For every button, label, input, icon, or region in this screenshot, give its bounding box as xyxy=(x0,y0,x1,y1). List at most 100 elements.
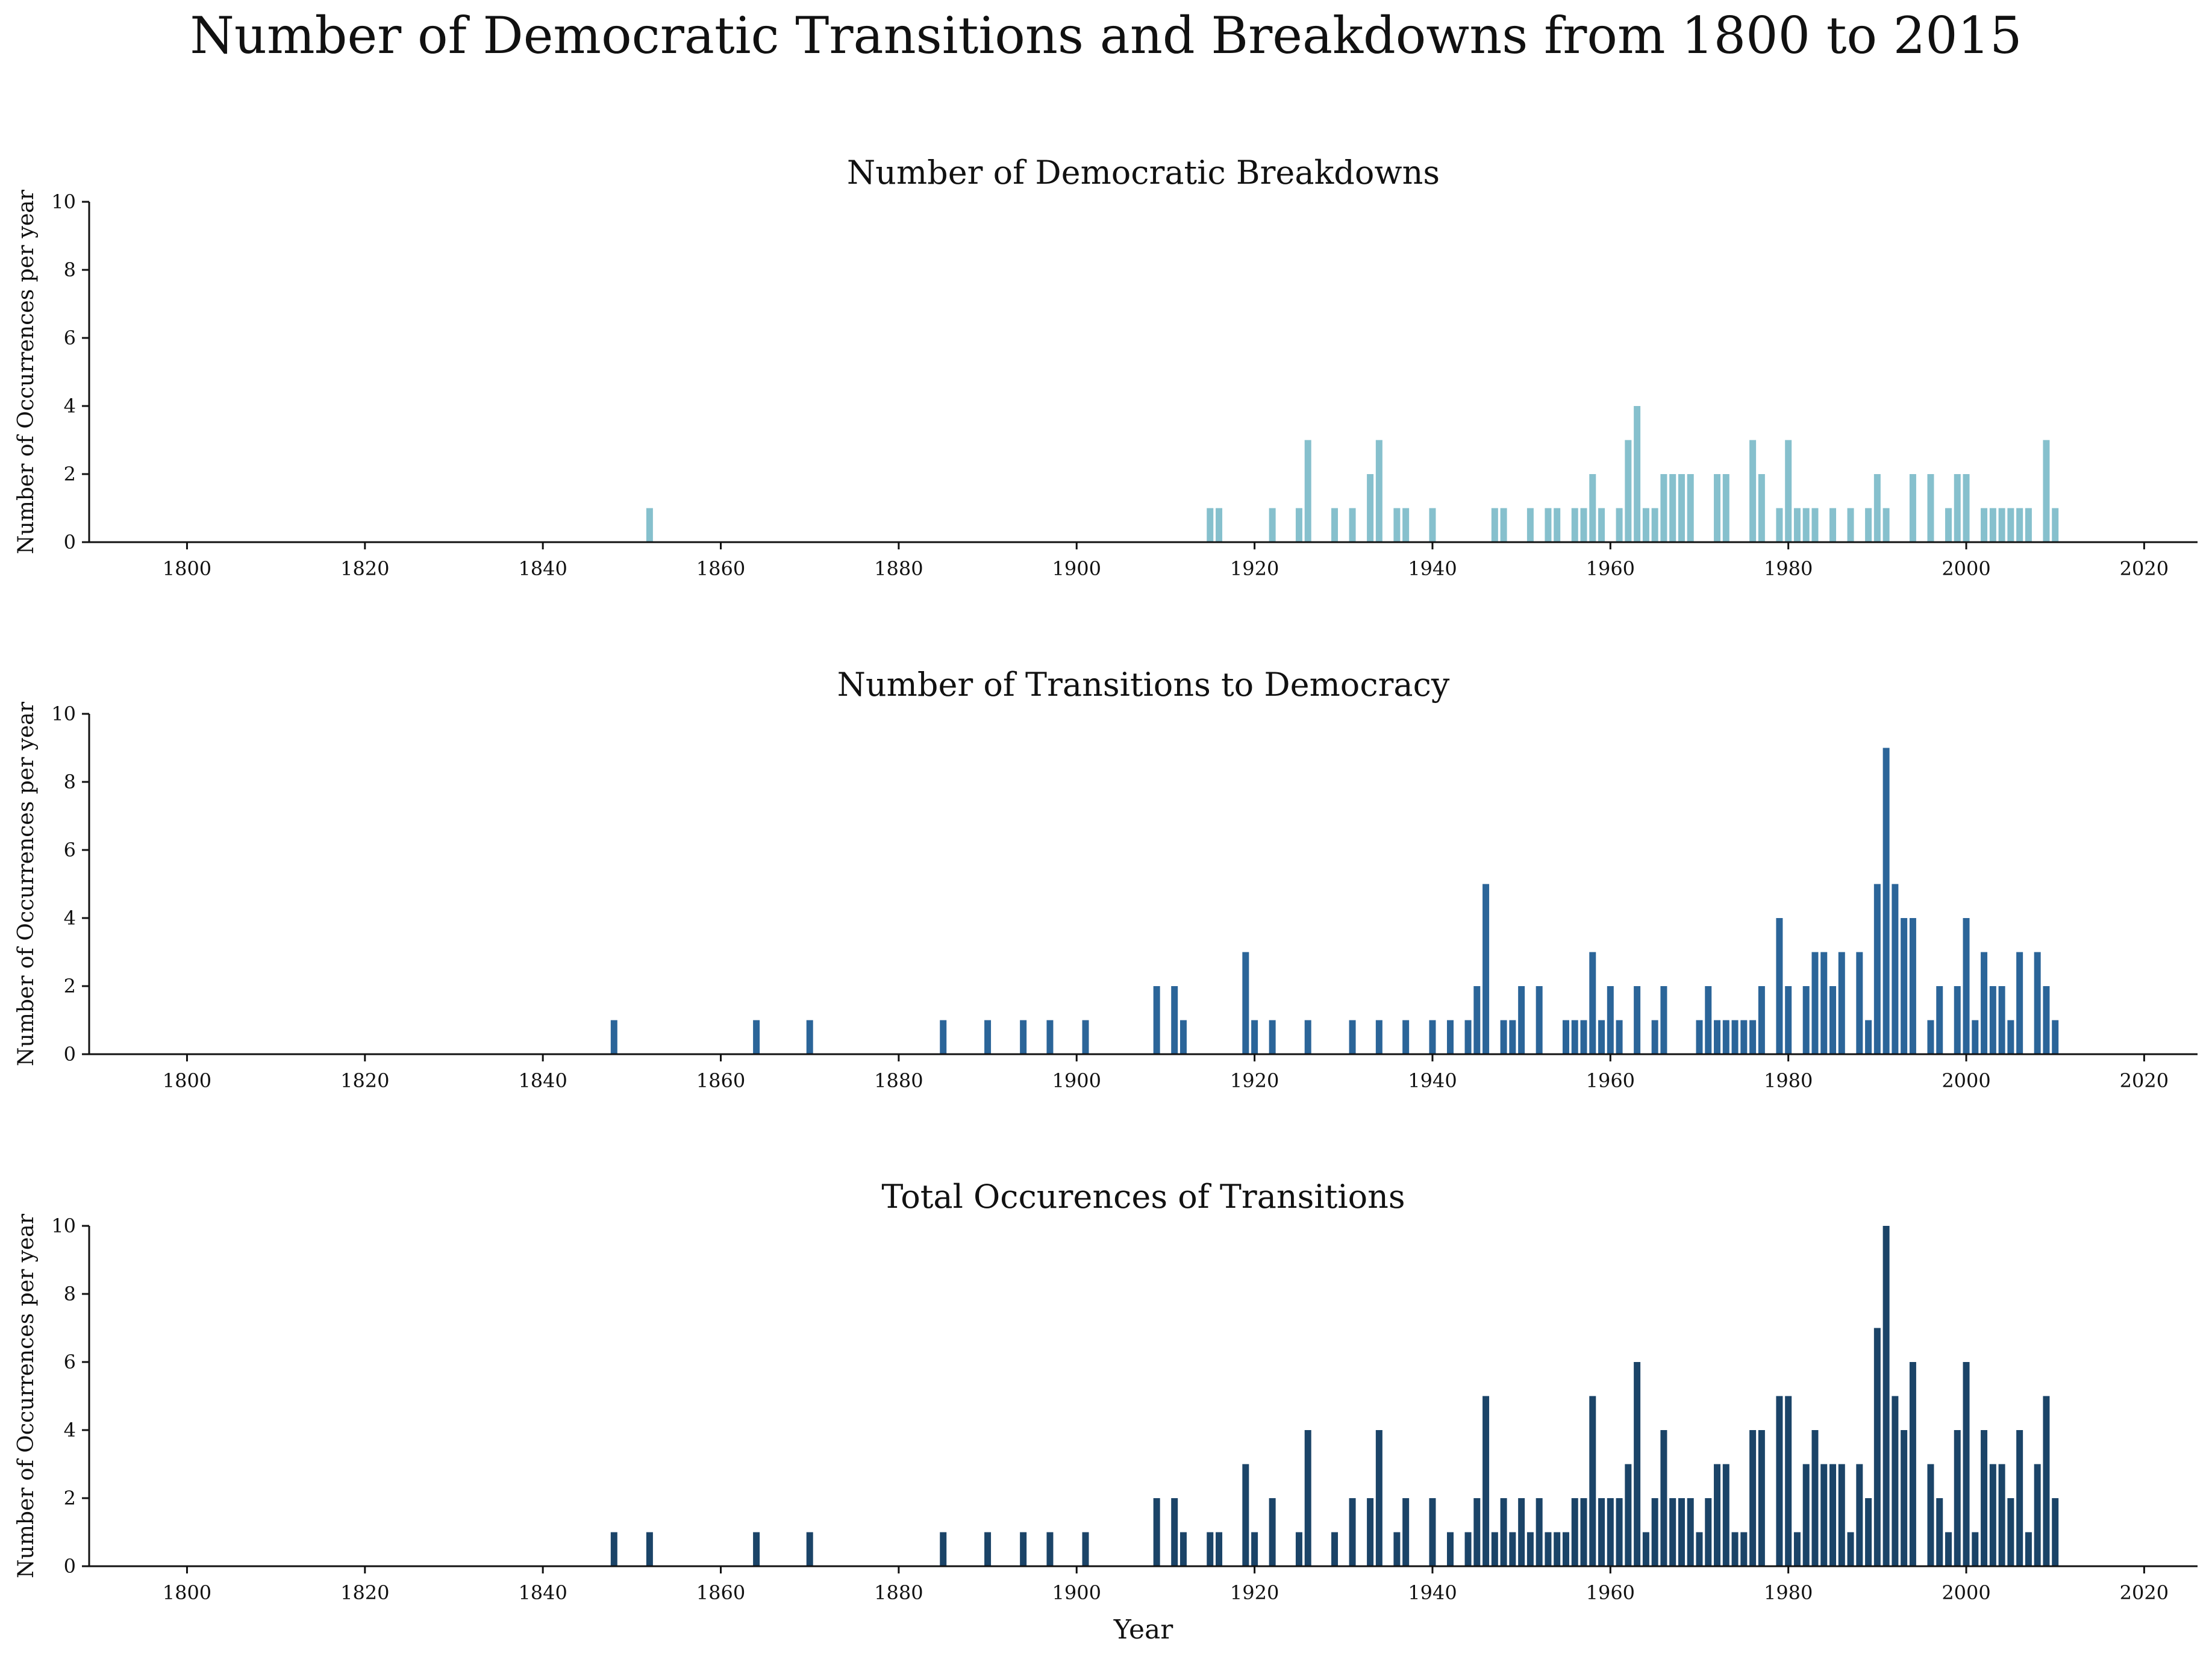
x-tick-label: 1900 xyxy=(1052,1069,1101,1092)
bar-1970 xyxy=(1696,1020,1703,1054)
x-tick-label: 2000 xyxy=(1942,1581,1990,1604)
bar-1953 xyxy=(1545,1532,1552,1566)
bar-1951 xyxy=(1526,1532,1534,1566)
bar-1967 xyxy=(1669,474,1676,542)
panel-title: Number of Democratic Breakdowns xyxy=(847,154,1440,192)
bar-1958 xyxy=(1589,474,1596,542)
bar-1948 xyxy=(1500,508,1507,542)
bar-2007 xyxy=(2025,1532,2032,1566)
bar-1991 xyxy=(1882,508,1890,542)
bar-1944 xyxy=(1464,1020,1472,1054)
x-axis-label: Year xyxy=(1113,1614,1173,1645)
bar-1987 xyxy=(1847,508,1854,542)
bar-1958 xyxy=(1589,1396,1596,1566)
bar-1968 xyxy=(1678,474,1685,542)
bar-1965 xyxy=(1651,508,1658,542)
bar-1965 xyxy=(1651,1020,1658,1054)
x-tick-label: 1980 xyxy=(1764,1581,1813,1604)
bar-1999 xyxy=(1954,1430,1961,1566)
bar-1957 xyxy=(1580,1498,1587,1566)
bar-1985 xyxy=(1829,1464,1837,1566)
bar-1956 xyxy=(1571,1498,1578,1566)
bar-1915 xyxy=(1207,508,1214,542)
bar-1992 xyxy=(1892,1396,1899,1566)
x-tick-label: 1980 xyxy=(1764,557,1813,580)
bar-1870 xyxy=(806,1020,813,1054)
bar-2010 xyxy=(2052,1498,2059,1566)
bar-2010 xyxy=(2052,1020,2059,1054)
x-tick-label: 1920 xyxy=(1230,1069,1279,1092)
bar-1909 xyxy=(1153,986,1160,1054)
bar-1919 xyxy=(1242,952,1249,1054)
bar-2004 xyxy=(1998,1464,2005,1566)
bar-1919 xyxy=(1242,1464,1249,1566)
bar-1942 xyxy=(1446,1532,1454,1566)
bar-2006 xyxy=(2016,1430,2023,1566)
bar-1958 xyxy=(1589,952,1596,1054)
bar-1996 xyxy=(1927,1020,1934,1054)
bar-1911 xyxy=(1171,986,1178,1054)
bar-1946 xyxy=(1482,1396,1490,1566)
y-tick-label: 0 xyxy=(64,1043,76,1066)
bar-2002 xyxy=(1981,508,1988,542)
bar-1988 xyxy=(1856,1464,1863,1566)
bar-1940 xyxy=(1429,1020,1436,1054)
bar-1986 xyxy=(1838,952,1845,1054)
bar-2009 xyxy=(2043,1396,2050,1566)
bar-1980 xyxy=(1785,986,1792,1054)
bar-1991 xyxy=(1882,1226,1890,1566)
bar-1890 xyxy=(984,1020,992,1054)
x-tick-label: 1920 xyxy=(1230,1581,1279,1604)
bar-1937 xyxy=(1402,508,1410,542)
bar-1977 xyxy=(1758,474,1765,542)
x-tick-label: 2000 xyxy=(1942,557,1990,580)
bar-1933 xyxy=(1367,1498,1374,1566)
bar-1897 xyxy=(1046,1020,1054,1054)
y-tick-label: 6 xyxy=(64,839,76,861)
bar-1959 xyxy=(1598,508,1605,542)
x-tick-label: 1980 xyxy=(1764,1069,1813,1092)
figure-title: Number of Democratic Transitions and Bre… xyxy=(190,6,2022,65)
bar-1964 xyxy=(1642,508,1649,542)
bar-1990 xyxy=(1873,884,1881,1054)
bar-1944 xyxy=(1464,1532,1472,1566)
y-tick-label: 4 xyxy=(64,395,76,417)
y-tick-label: 6 xyxy=(64,1351,76,1373)
bar-1999 xyxy=(1954,474,1961,542)
bar-1976 xyxy=(1749,1430,1757,1566)
bar-1848 xyxy=(610,1532,617,1566)
bar-1954 xyxy=(1554,508,1561,542)
bar-1852 xyxy=(646,1532,653,1566)
y-tick-label: 8 xyxy=(64,258,76,281)
bar-1955 xyxy=(1562,1020,1569,1054)
bar-1997 xyxy=(1936,986,1943,1054)
bar-1922 xyxy=(1269,508,1276,542)
bar-1968 xyxy=(1678,1498,1685,1566)
bar-2000 xyxy=(1963,918,1970,1054)
bar-1952 xyxy=(1536,986,1543,1054)
bar-1885 xyxy=(940,1532,947,1566)
x-tick-label: 1940 xyxy=(1408,557,1457,580)
bar-1885 xyxy=(940,1020,947,1054)
bar-1977 xyxy=(1758,986,1765,1054)
bar-1979 xyxy=(1776,1396,1783,1566)
bar-1969 xyxy=(1687,474,1694,542)
x-tick-label: 1940 xyxy=(1408,1069,1457,1092)
y-tick-label: 4 xyxy=(64,1419,76,1442)
x-tick-label: 1840 xyxy=(518,1069,567,1092)
bar-1894 xyxy=(1020,1020,1027,1054)
bar-1956 xyxy=(1571,508,1578,542)
bar-1937 xyxy=(1402,1498,1410,1566)
bar-1931 xyxy=(1349,1498,1356,1566)
x-tick-label: 1820 xyxy=(340,1069,389,1092)
bar-1901 xyxy=(1082,1020,1089,1054)
bar-1945 xyxy=(1473,986,1481,1054)
bar-1966 xyxy=(1660,474,1667,542)
bar-1969 xyxy=(1687,1498,1694,1566)
bar-2005 xyxy=(2007,508,2014,542)
bar-1936 xyxy=(1393,508,1401,542)
x-tick-label: 1860 xyxy=(696,557,745,580)
bar-1976 xyxy=(1749,1020,1757,1054)
x-tick-label: 1800 xyxy=(163,1581,211,1604)
